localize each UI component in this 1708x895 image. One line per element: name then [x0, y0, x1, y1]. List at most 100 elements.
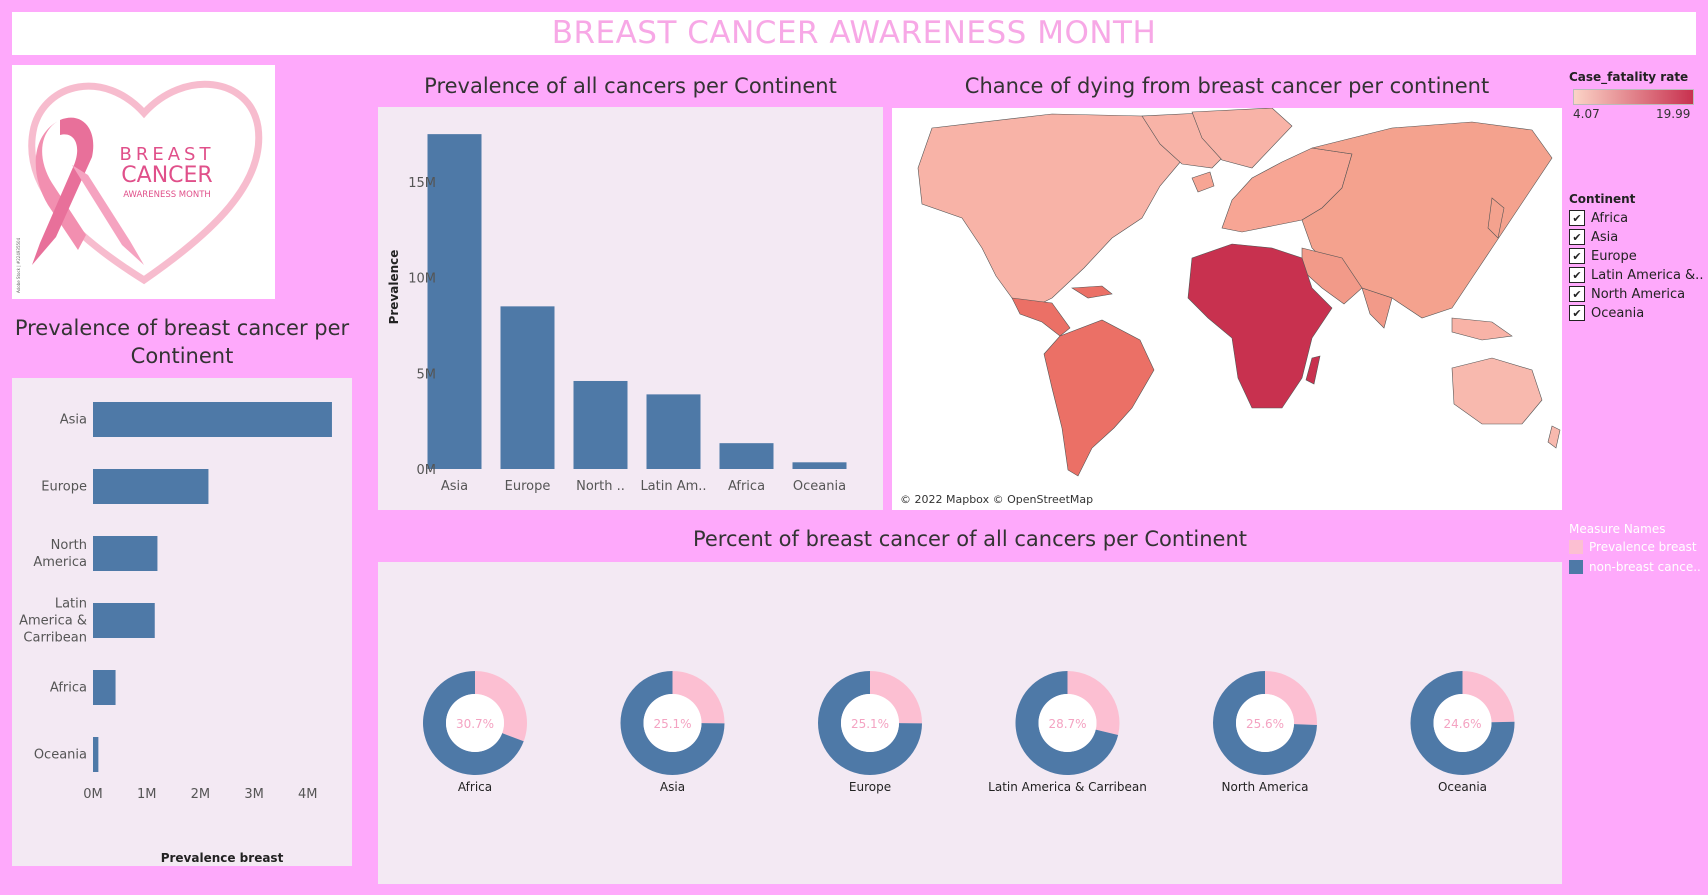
breast-category-label: North	[51, 538, 87, 553]
donut-continent-label: Oceania	[1438, 780, 1487, 794]
donut-hole	[446, 694, 504, 752]
fatality-color-ramp	[1573, 89, 1694, 105]
continent-filter-item[interactable]: ✔ Latin America &..	[1569, 266, 1703, 284]
donut-breast-slice[interactable]	[1067, 671, 1120, 735]
measure-legend-label: Prevalence breast	[1589, 540, 1697, 554]
continent-filter-item[interactable]: ✔ Oceania	[1569, 304, 1644, 322]
donut-percent-label: 28.7%	[1048, 717, 1086, 731]
fatality-min-label: 4.07	[1573, 107, 1600, 121]
all-bar-2[interactable]	[573, 380, 628, 469]
donut-non-breast-slice[interactable]	[1213, 671, 1317, 775]
all-bar-0[interactable]	[427, 134, 482, 469]
breast-category-label: America &	[19, 614, 87, 629]
all-bar-3[interactable]	[646, 394, 701, 469]
non-breast-swatch	[1569, 560, 1583, 574]
breast-category-label: Africa	[50, 681, 87, 696]
donut-hole	[1236, 694, 1294, 752]
donut-non-breast-slice[interactable]	[1015, 671, 1119, 775]
breast-bar-latin-america-carribean[interactable]	[93, 603, 155, 638]
breast-x-tick: 3M	[244, 787, 264, 802]
breast-category-label: America	[33, 555, 87, 570]
donut-breast-slice[interactable]	[475, 671, 527, 742]
percent-breast-chart: 30.7% Africa 25.1% Asia 25.1% Europe 28.7% Lati…	[423, 671, 1515, 794]
breast-category-label: Europe	[41, 480, 87, 495]
donut-continent-label: Latin America & Carribean	[988, 780, 1147, 794]
map-africa[interactable]	[1187, 243, 1333, 409]
donut-non-breast-slice[interactable]	[818, 671, 922, 775]
all-y-axis-label: Prevalence	[387, 250, 401, 325]
donut-percent-label: 30.7%	[456, 717, 494, 731]
logo-line1: BREAST	[120, 144, 215, 165]
donut-breast-slice[interactable]	[1265, 671, 1317, 725]
donut-non-breast-slice[interactable]	[423, 671, 524, 775]
donut-percent-label: 25.6%	[1246, 717, 1284, 731]
logo-image: BREAST CANCER AWARENESS MONTH Adobe Stoc…	[12, 65, 275, 299]
donut-hole	[1433, 694, 1492, 752]
donut-continent-label: Africa	[458, 780, 492, 794]
all-bar-4[interactable]	[719, 443, 774, 469]
all-bar-5[interactable]	[792, 462, 847, 469]
donut-non-breast-slice[interactable]	[1410, 671, 1515, 775]
donut-breast-slice[interactable]	[870, 671, 922, 724]
map-asia[interactable]	[1301, 121, 1553, 319]
all-category-label: Oceania	[793, 479, 846, 494]
map-oceania[interactable]	[1451, 357, 1543, 425]
map-greenland[interactable]	[1191, 107, 1293, 169]
map-attribution: © 2022 Mapbox © OpenStreetMap	[900, 493, 1093, 506]
donut-breast-slice[interactable]	[672, 671, 725, 724]
logo-credit: Adobe Stock | #224935504	[16, 237, 21, 293]
checkbox-checked-icon[interactable]: ✔	[1569, 248, 1585, 264]
breast-chart-panel: Asia Europe North America Latin America & Carr…	[12, 378, 352, 866]
checkbox-checked-icon[interactable]: ✔	[1569, 210, 1585, 226]
breast-x-tick: 1M	[137, 787, 157, 802]
breast-bar-north-america[interactable]	[93, 536, 158, 571]
donut-breast-slice[interactable]	[1462, 671, 1515, 723]
donut-continent-label: North America	[1222, 780, 1309, 794]
fatality-max-label: 19.99	[1656, 107, 1691, 121]
logo-line2: CANCER	[121, 163, 212, 188]
breast-bar-africa[interactable]	[93, 670, 116, 705]
ribbon-heart-icon: BREAST CANCER AWARENESS MONTH Adobe Stoc…	[16, 80, 263, 293]
breast-x-tick: 2M	[191, 787, 211, 802]
donut-percent-label: 24.6%	[1443, 717, 1481, 731]
continent-filter-label: North America	[1591, 286, 1686, 302]
map-svg: © 2022 Mapbox © OpenStreetMap	[900, 107, 1561, 506]
continent-filter-label: Asia	[1591, 229, 1619, 245]
breast-category-label: Asia	[60, 413, 87, 428]
checkbox-checked-icon[interactable]: ✔	[1569, 267, 1585, 283]
continent-filter-item[interactable]: ✔ North America	[1569, 285, 1685, 303]
donut-continent-label: Europe	[849, 780, 891, 794]
map-south-america[interactable]	[1043, 319, 1155, 477]
continent-filter-item[interactable]: ✔ Africa	[1569, 209, 1628, 227]
donut-percent-label: 25.1%	[851, 717, 889, 731]
breast-bar-europe[interactable]	[93, 469, 209, 504]
measure-legend-item[interactable]: non-breast cance..	[1569, 560, 1701, 574]
checkbox-checked-icon[interactable]: ✔	[1569, 229, 1585, 245]
map-title: Chance of dying from breast cancer per c…	[964, 74, 1490, 98]
breast-x-tick: 0M	[83, 787, 103, 802]
donut-hole	[1038, 694, 1097, 752]
continent-filter-label: Latin America &..	[1591, 267, 1704, 283]
donut-non-breast-slice[interactable]	[620, 671, 725, 775]
checkbox-checked-icon[interactable]: ✔	[1569, 305, 1585, 321]
world-map[interactable]: © 2022 Mapbox © OpenStreetMap	[892, 107, 1562, 510]
breast-bar-asia[interactable]	[93, 402, 332, 437]
all-bar-1[interactable]	[500, 306, 555, 469]
breast-swatch	[1569, 540, 1583, 554]
breast-bar-oceania[interactable]	[93, 737, 99, 772]
all-category-label: Europe	[505, 479, 551, 494]
donut-percent-label: 25.1%	[653, 717, 691, 731]
fatality-legend-title: Case_fatality rate	[1569, 70, 1689, 84]
logo-line3: AWARENESS MONTH	[123, 190, 211, 200]
breast-category-label: Carribean	[23, 631, 87, 646]
breast-x-tick: 4M	[298, 787, 318, 802]
checkbox-checked-icon[interactable]: ✔	[1569, 286, 1585, 302]
all-chart-panel: Asia Europe North .. Latin Am.. Africa Oceani…	[378, 107, 883, 510]
breast-prevalence-chart: Asia Europe North America Latin America & Carr…	[19, 402, 332, 865]
donut-hole	[841, 694, 899, 752]
all-prevalence-chart: Asia Europe North .. Latin Am.. Africa Oceani…	[387, 134, 847, 494]
continent-filter-item[interactable]: ✔ Europe	[1569, 247, 1637, 265]
all-category-label: Asia	[441, 479, 468, 494]
continent-filter-item[interactable]: ✔ Asia	[1569, 228, 1618, 246]
measure-legend-item[interactable]: Prevalence breast	[1569, 540, 1697, 554]
